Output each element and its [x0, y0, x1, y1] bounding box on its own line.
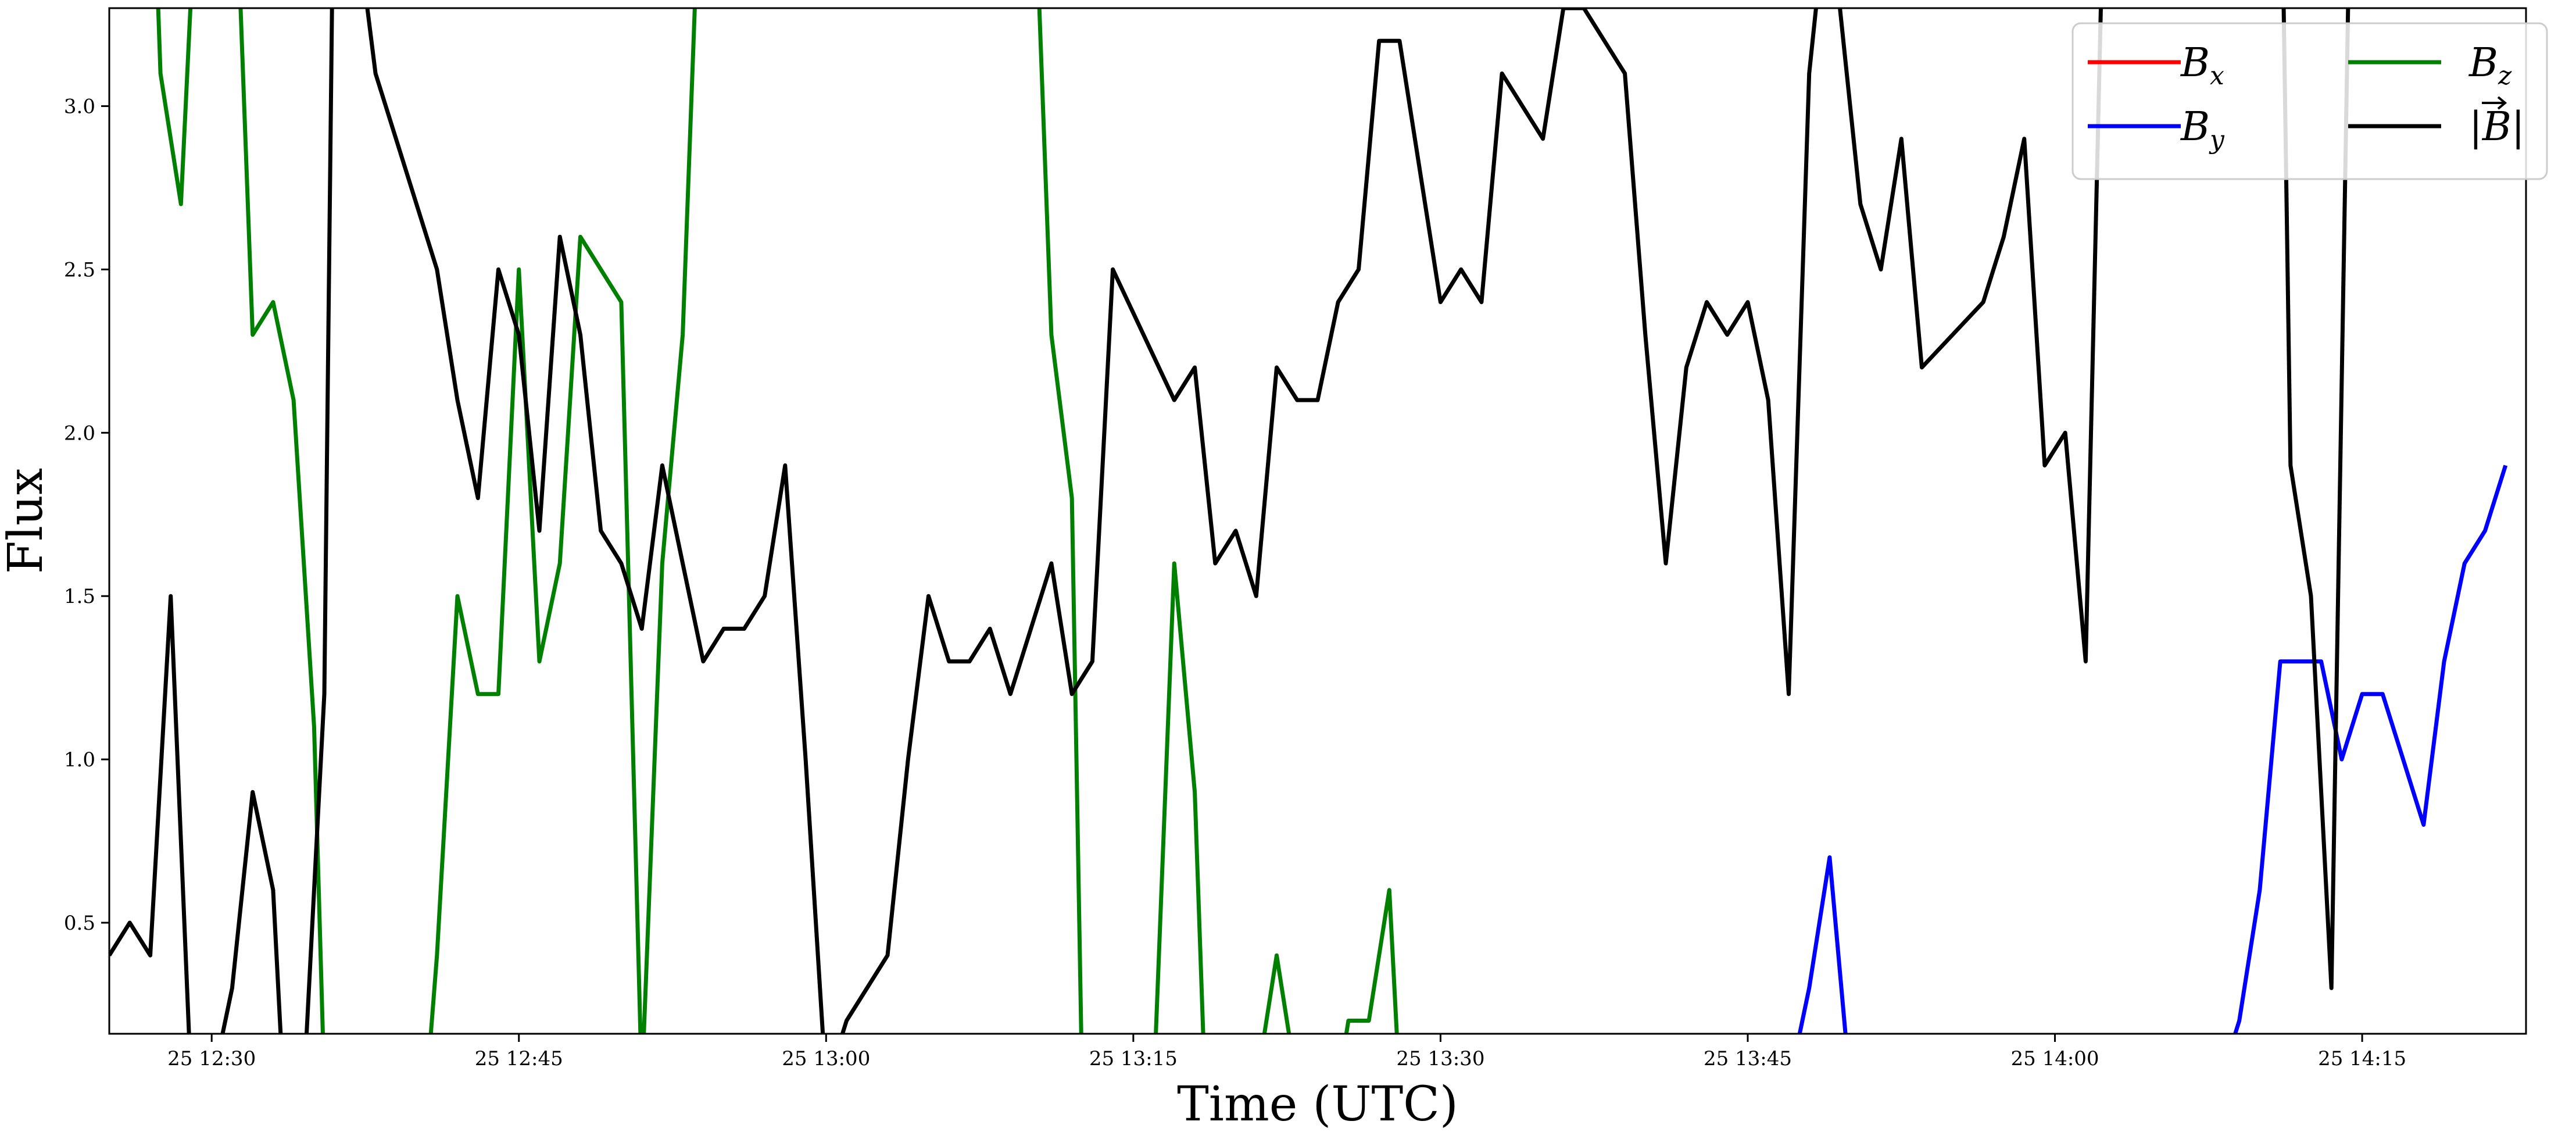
plot-frame: [108, 7, 2527, 1035]
x-tick-label: 25 14:00: [2011, 1047, 2099, 1070]
x-tick-label: 25 13:30: [1396, 1047, 1484, 1070]
y-tick-label: 3.0: [64, 95, 95, 119]
legend-label-x: Bx: [2180, 40, 2224, 91]
legend-label-base: B: [2180, 40, 2210, 86]
legend-label-subscript: z: [2498, 61, 2512, 91]
y-axis-title: Flux: [0, 468, 53, 574]
vector-arrow-icon: [2482, 96, 2507, 110]
legend-label-y: By: [2180, 104, 2225, 155]
y-tick-label: 2.0: [64, 422, 95, 445]
y-tick-label: 2.5: [64, 258, 95, 281]
x-tick-label: 25 12:45: [475, 1047, 563, 1070]
x-tick-label: 25 13:15: [1089, 1047, 1178, 1070]
y-tick-label: 1.0: [64, 748, 95, 772]
y-axis: 0.5 1.0 1.5 2.0 2.5 3.0: [64, 95, 109, 935]
legend-label-z: Bz: [2468, 40, 2512, 91]
legend-label-magnitude: |B|: [2469, 104, 2525, 150]
x-tick-label: 25 13:00: [782, 1047, 870, 1070]
legend-label-base: B: [2180, 104, 2210, 150]
legend-label-base: |B|: [2469, 104, 2525, 150]
series-layer: [109, 8, 2508, 1034]
legend-label-subscript: y: [2209, 125, 2225, 155]
series-line-z: [156, 8, 1399, 1034]
x-axis-title: Time (UTC): [1177, 1077, 1458, 1132]
legend-label-subscript: x: [2210, 61, 2224, 91]
series-line-y: [1797, 465, 2508, 1034]
legend-label-base: B: [2468, 40, 2498, 86]
series-line-magnitude: [109, 8, 2350, 1034]
y-tick-label: 0.5: [64, 912, 95, 935]
y-tick-label: 1.5: [64, 585, 95, 608]
x-axis: 25 12:30 25 12:45 25 13:00 25 13:15 25 13:30…: [167, 1034, 2406, 1070]
x-tick-label: 25 12:30: [167, 1047, 256, 1070]
x-tick-label: 25 13:45: [1704, 1047, 1792, 1070]
x-tick-label: 25 14:15: [2318, 1047, 2406, 1070]
